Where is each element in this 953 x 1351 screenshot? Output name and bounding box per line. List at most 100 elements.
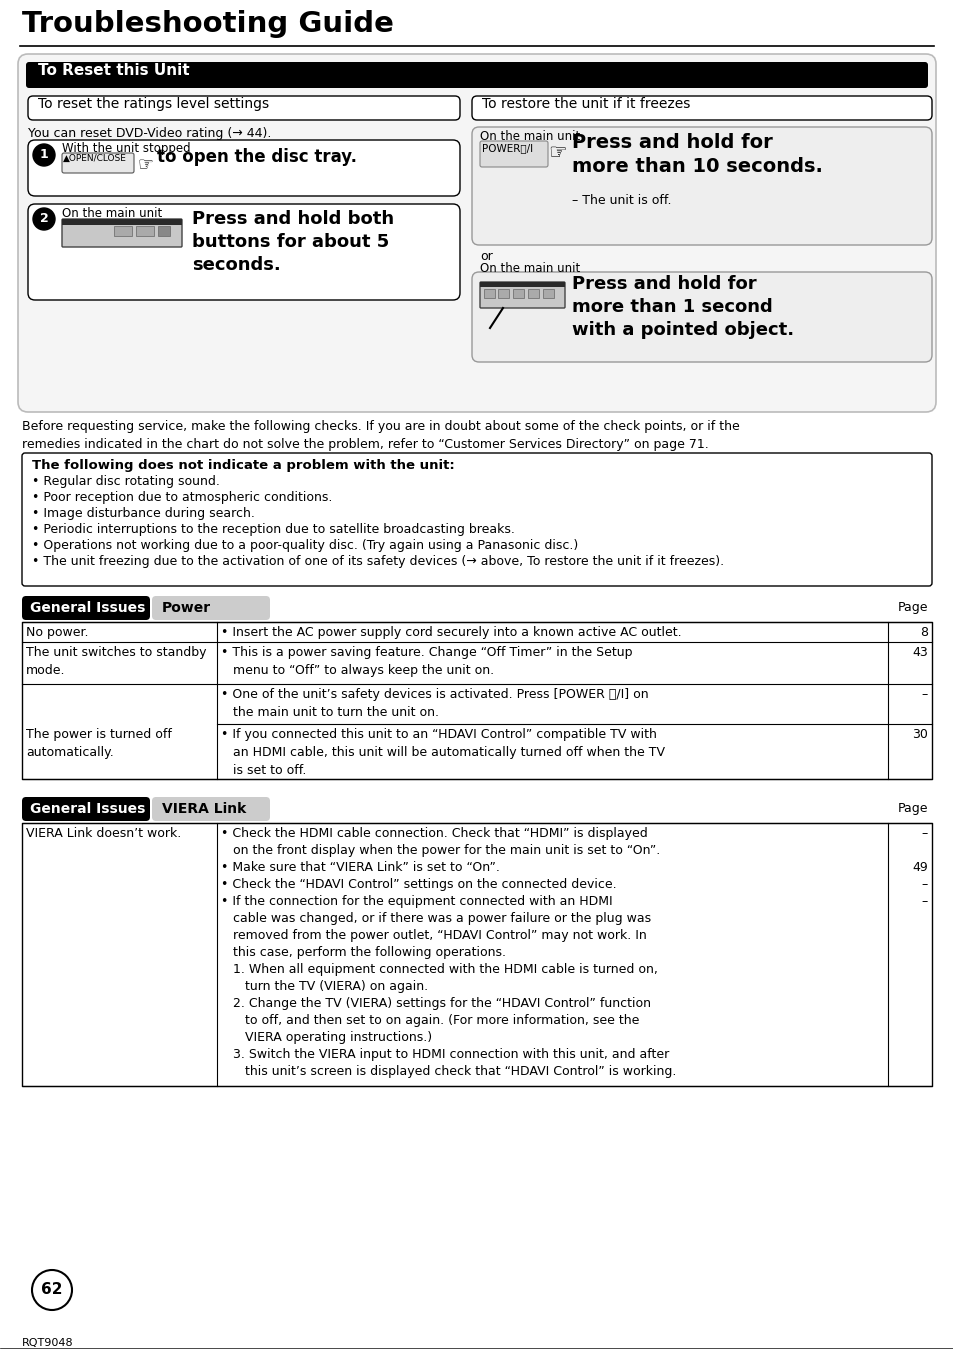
Text: • Make sure that “VIERA Link” is set to “On”.: • Make sure that “VIERA Link” is set to … <box>221 861 499 874</box>
Text: 2: 2 <box>40 212 49 226</box>
Text: on the front display when the power for the main unit is set to “On”.: on the front display when the power for … <box>221 844 659 857</box>
Circle shape <box>33 145 55 166</box>
Text: 1: 1 <box>40 149 49 162</box>
FancyBboxPatch shape <box>22 596 150 620</box>
Text: • Operations not working due to a poor-quality disc. (Try again using a Panasoni: • Operations not working due to a poor-q… <box>32 539 578 553</box>
Text: cable was changed, or if there was a power failure or the plug was: cable was changed, or if there was a pow… <box>221 912 651 925</box>
FancyBboxPatch shape <box>472 96 931 120</box>
Text: • If you connected this unit to an “HDAVI Control” compatible TV with
   an HDMI: • If you connected this unit to an “HDAV… <box>221 728 664 777</box>
Text: • Regular disc rotating sound.: • Regular disc rotating sound. <box>32 476 219 488</box>
FancyBboxPatch shape <box>152 797 270 821</box>
Text: to open the disc tray.: to open the disc tray. <box>157 149 356 166</box>
Text: The unit switches to standby
mode.: The unit switches to standby mode. <box>26 646 206 677</box>
Text: this unit’s screen is displayed check that “HDAVI Control” is working.: this unit’s screen is displayed check th… <box>221 1065 676 1078</box>
Text: 2. Change the TV (VIERA) settings for the “HDAVI Control” function: 2. Change the TV (VIERA) settings for th… <box>221 997 650 1011</box>
Text: 43: 43 <box>911 646 927 659</box>
Text: –: – <box>921 878 927 892</box>
FancyBboxPatch shape <box>479 141 547 168</box>
Bar <box>527 289 538 299</box>
Text: • This is a power saving feature. Change “Off Timer” in the Setup
   menu to “Of: • This is a power saving feature. Change… <box>221 646 632 677</box>
FancyBboxPatch shape <box>26 62 927 88</box>
Text: • Check the “HDAVI Control” settings on the connected device.: • Check the “HDAVI Control” settings on … <box>221 878 616 892</box>
Text: Press and hold for
more than 10 seconds.: Press and hold for more than 10 seconds. <box>572 132 822 176</box>
FancyBboxPatch shape <box>62 153 133 173</box>
Text: VIERA Link doesn’t work.: VIERA Link doesn’t work. <box>26 827 181 840</box>
Text: • Check the HDMI cable connection. Check that “HDMI” is displayed: • Check the HDMI cable connection. Check… <box>221 827 647 840</box>
Text: –: – <box>921 894 927 908</box>
Circle shape <box>32 1270 71 1310</box>
FancyBboxPatch shape <box>28 141 459 196</box>
Bar <box>479 282 564 286</box>
Text: The following does not indicate a problem with the unit:: The following does not indicate a proble… <box>32 459 455 471</box>
Text: Page: Page <box>897 601 927 613</box>
Text: Press and hold for
more than 1 second
with a pointed object.: Press and hold for more than 1 second wi… <box>572 276 793 339</box>
Bar <box>22 621 931 780</box>
Text: To restore the unit if it freezes: To restore the unit if it freezes <box>481 97 690 111</box>
FancyBboxPatch shape <box>62 219 182 247</box>
Text: On the main unit: On the main unit <box>479 262 579 276</box>
Text: General Issues: General Issues <box>30 601 145 615</box>
Bar <box>158 226 170 236</box>
Text: Troubleshooting Guide: Troubleshooting Guide <box>22 9 394 38</box>
Bar <box>513 289 523 299</box>
Bar <box>62 219 182 226</box>
Text: General Issues: General Issues <box>30 802 145 816</box>
Text: 62: 62 <box>41 1282 63 1297</box>
Text: To Reset this Unit: To Reset this Unit <box>38 63 190 78</box>
Text: On the main unit: On the main unit <box>62 207 162 220</box>
Text: • One of the unit’s safety devices is activated. Press [POWER ⏻/I] on
   the mai: • One of the unit’s safety devices is ac… <box>221 688 648 719</box>
Text: –: – <box>921 688 927 701</box>
FancyBboxPatch shape <box>472 127 931 245</box>
FancyBboxPatch shape <box>22 797 150 821</box>
Text: Press and hold both
buttons for about 5
seconds.: Press and hold both buttons for about 5 … <box>192 209 394 274</box>
Text: You can reset DVD-Video rating (→ 44).: You can reset DVD-Video rating (→ 44). <box>28 127 271 141</box>
Text: VIERA Link: VIERA Link <box>162 802 246 816</box>
Text: –: – <box>921 827 927 840</box>
Text: 3. Switch the VIERA input to HDMI connection with this unit, and after: 3. Switch the VIERA input to HDMI connec… <box>221 1048 669 1061</box>
Bar <box>542 289 554 299</box>
Text: • Poor reception due to atmospheric conditions.: • Poor reception due to atmospheric cond… <box>32 490 332 504</box>
Text: ▲OPEN/CLOSE: ▲OPEN/CLOSE <box>63 154 127 163</box>
FancyBboxPatch shape <box>479 282 564 308</box>
Text: VIERA operating instructions.): VIERA operating instructions.) <box>221 1031 432 1044</box>
FancyBboxPatch shape <box>28 96 459 120</box>
Text: to off, and then set to on again. (For more information, see the: to off, and then set to on again. (For m… <box>221 1015 639 1027</box>
Text: Page: Page <box>897 802 927 815</box>
Text: No power.: No power. <box>26 626 89 639</box>
FancyBboxPatch shape <box>472 272 931 362</box>
Text: • Image disturbance during search.: • Image disturbance during search. <box>32 507 254 520</box>
Text: RQT9048: RQT9048 <box>22 1337 73 1348</box>
FancyBboxPatch shape <box>18 54 935 412</box>
Text: • Insert the AC power supply cord securely into a known active AC outlet.: • Insert the AC power supply cord secure… <box>221 626 680 639</box>
Text: or: or <box>479 250 493 263</box>
Text: 49: 49 <box>911 861 927 874</box>
Text: POWER⏻/I: POWER⏻/I <box>481 143 533 153</box>
Text: – The unit is off.: – The unit is off. <box>572 195 671 207</box>
Text: 8: 8 <box>919 626 927 639</box>
Text: To reset the ratings level settings: To reset the ratings level settings <box>38 97 269 111</box>
Text: this case, perform the following operations.: this case, perform the following operati… <box>221 946 505 959</box>
FancyBboxPatch shape <box>152 596 270 620</box>
Bar <box>483 289 495 299</box>
Bar <box>497 289 509 299</box>
Text: Before requesting service, make the following checks. If you are in doubt about : Before requesting service, make the foll… <box>22 420 739 451</box>
Text: On the main unit: On the main unit <box>479 130 579 143</box>
Text: removed from the power outlet, “HDAVI Control” may not work. In: removed from the power outlet, “HDAVI Co… <box>221 929 646 942</box>
Bar <box>136 226 153 236</box>
Bar <box>22 823 931 1086</box>
Bar <box>113 226 132 236</box>
Text: turn the TV (VIERA) on again.: turn the TV (VIERA) on again. <box>221 979 428 993</box>
Text: With the unit stopped: With the unit stopped <box>62 142 191 155</box>
Text: ☞: ☞ <box>137 155 153 173</box>
FancyBboxPatch shape <box>28 204 459 300</box>
Text: Power: Power <box>162 601 211 615</box>
Text: 30: 30 <box>911 728 927 740</box>
Circle shape <box>33 208 55 230</box>
Text: The power is turned off
automatically.: The power is turned off automatically. <box>26 728 172 759</box>
Text: 1. When all equipment connected with the HDMI cable is turned on,: 1. When all equipment connected with the… <box>221 963 658 975</box>
Text: ☞: ☞ <box>547 143 566 163</box>
Text: • The unit freezing due to the activation of one of its safety devices (→ above,: • The unit freezing due to the activatio… <box>32 555 723 567</box>
Text: • Periodic interruptions to the reception due to satellite broadcasting breaks.: • Periodic interruptions to the receptio… <box>32 523 515 536</box>
Text: • If the connection for the equipment connected with an HDMI: • If the connection for the equipment co… <box>221 894 612 908</box>
FancyBboxPatch shape <box>22 453 931 586</box>
